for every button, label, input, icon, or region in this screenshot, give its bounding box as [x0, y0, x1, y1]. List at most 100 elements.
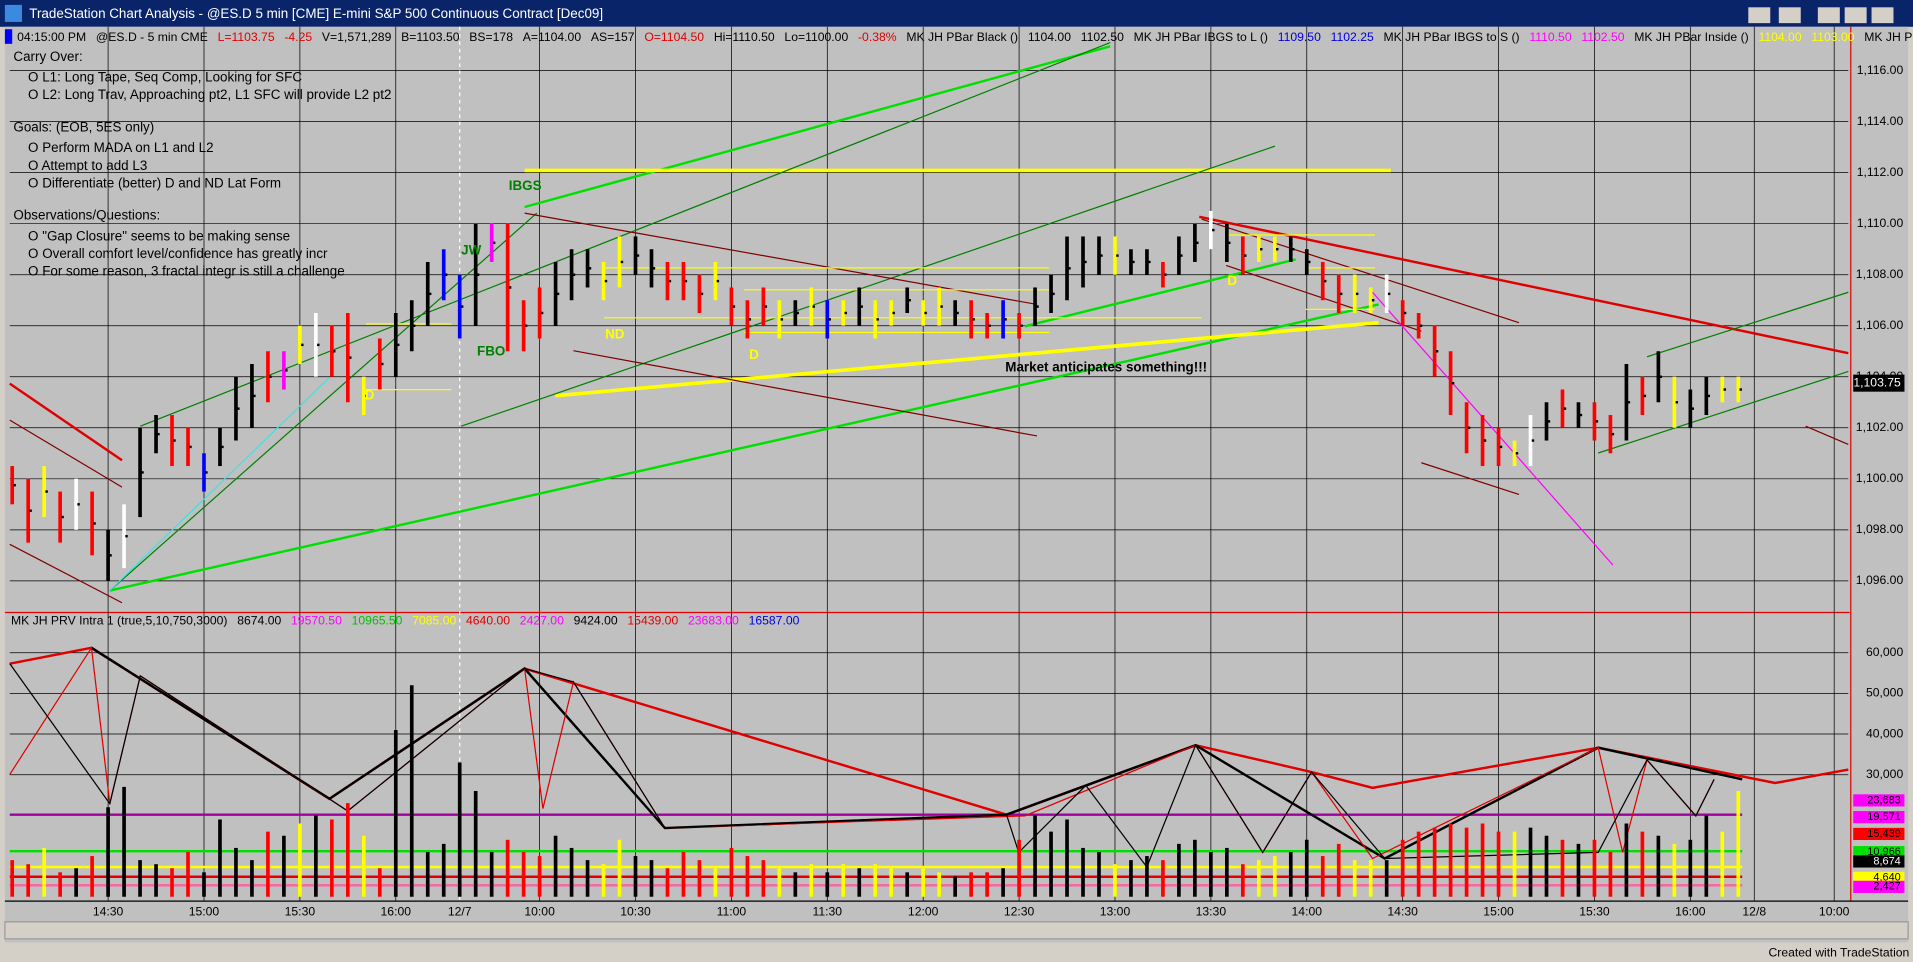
- indicator-status: 16587.00: [749, 613, 800, 627]
- close-tick: [1595, 420, 1599, 423]
- close-tick: [237, 407, 240, 410]
- close-tick: [205, 471, 208, 474]
- value-marker-label: 23,683: [1867, 794, 1901, 806]
- status-item: 1102.50: [1081, 30, 1124, 44]
- note-item: O "Gap Closure" seems to be making sense: [28, 228, 290, 243]
- close-tick: [109, 554, 112, 557]
- scrollbar[interactable]: [4, 921, 1909, 940]
- status-item: MK JH PBar IBGS to S (): [1384, 30, 1520, 44]
- close-button[interactable]: [1871, 7, 1894, 24]
- x-tick-label: 13:00: [1100, 904, 1131, 918]
- value-marker-label: 10,966: [1867, 846, 1901, 858]
- last-price-label: 1,103.75: [1853, 375, 1901, 389]
- x-tick-label: 12:30: [1004, 904, 1035, 918]
- channel: [1598, 370, 1849, 454]
- x-tick-label: 15:30: [285, 904, 316, 918]
- close-tick: [1196, 241, 1199, 245]
- y2-tick-label: 60,000: [1866, 645, 1903, 659]
- close-tick: [1180, 254, 1183, 257]
- channel: [109, 212, 538, 592]
- close-tick: [301, 343, 304, 347]
- indicator-status: 10965.50: [352, 613, 403, 627]
- annotation: FBO: [477, 343, 505, 358]
- close-tick: [1068, 267, 1071, 270]
- status-item: 1102.25: [1331, 30, 1374, 44]
- close-tick: [1675, 401, 1679, 404]
- window-title: TradeStation Chart Analysis - @ES.D 5 mi…: [29, 6, 603, 21]
- status-item: BS=178: [469, 30, 513, 44]
- close-tick: [412, 324, 416, 327]
- close-tick: [1084, 260, 1087, 264]
- status-item: Lo=1100.00: [784, 30, 848, 44]
- channel: [573, 350, 1038, 437]
- status-item: L=1103.75: [218, 30, 275, 44]
- annotation: D: [749, 347, 759, 362]
- close-tick: [1563, 407, 1567, 410]
- annotation: IBGS: [509, 178, 542, 193]
- menu-button[interactable]: [1748, 7, 1771, 24]
- channel: [9, 419, 123, 488]
- close-tick: [972, 318, 975, 321]
- indicator-status: 15439.00: [627, 613, 678, 627]
- close-tick: [1579, 413, 1583, 417]
- value-marker-label: 4,640: [1873, 872, 1900, 884]
- close-tick: [732, 305, 736, 308]
- close-tick: [1244, 254, 1247, 257]
- x-tick-label: 15:00: [1483, 904, 1514, 918]
- channel: [140, 42, 1111, 427]
- channel: [1646, 291, 1849, 358]
- value-marker-label: 8,674: [1873, 855, 1900, 867]
- close-tick: [1515, 452, 1519, 455]
- note-item: O Differentiate (better) D and ND Lat Fo…: [28, 175, 281, 190]
- close-tick: [636, 254, 640, 257]
- value-marker: [1853, 811, 1905, 824]
- close-tick: [1611, 432, 1615, 436]
- title-bar: [0, 0, 1913, 27]
- minimize-button[interactable]: [1817, 7, 1840, 24]
- close-tick: [13, 483, 16, 487]
- value-marker: [1853, 846, 1905, 859]
- close-tick: [860, 305, 863, 308]
- close-tick: [1547, 420, 1551, 423]
- close-tick: [908, 299, 911, 302]
- close-tick: [1355, 292, 1359, 296]
- close-tick: [1100, 254, 1103, 257]
- close-tick: [1723, 388, 1726, 391]
- close-tick: [1116, 254, 1119, 257]
- close-tick: [620, 260, 624, 264]
- close-tick: [396, 343, 400, 347]
- close-tick: [349, 356, 352, 359]
- close-tick: [1323, 279, 1327, 283]
- maximize-button[interactable]: [1844, 7, 1867, 24]
- close-tick: [796, 311, 799, 315]
- channel: [1421, 462, 1520, 495]
- close-tick: [1307, 260, 1311, 264]
- value-marker: [1853, 855, 1905, 868]
- close-tick: [476, 273, 480, 276]
- x-tick-label: 14:30: [93, 904, 124, 918]
- close-tick: [764, 305, 768, 308]
- close-tick: [924, 311, 927, 315]
- note-heading: Goals: (EOB, 5ES only): [13, 119, 154, 134]
- trendline: [1199, 215, 1849, 355]
- y2-tick-label: 50,000: [1866, 686, 1903, 700]
- close-tick: [1292, 247, 1295, 251]
- close-tick: [604, 279, 608, 283]
- x-tick-label: 15:00: [189, 904, 220, 918]
- close-tick: [700, 292, 704, 296]
- close-tick: [1467, 426, 1471, 430]
- note-heading: Carry Over:: [13, 49, 82, 64]
- close-tick: [125, 534, 128, 538]
- value-marker-label: 2,427: [1873, 881, 1900, 893]
- close-tick: [1164, 273, 1167, 276]
- close-tick: [381, 362, 384, 366]
- y-tick-label: 1,114.00: [1857, 114, 1904, 128]
- chart-area: [4, 26, 1909, 943]
- close-tick: [1739, 388, 1742, 391]
- y-tick-label: 1,100.00: [1856, 471, 1904, 485]
- annotation: JW: [461, 242, 481, 257]
- pin-button[interactable]: [1778, 7, 1801, 24]
- close-tick: [1403, 311, 1407, 315]
- close-tick: [652, 267, 656, 270]
- status-item: 1109.50: [1278, 30, 1321, 44]
